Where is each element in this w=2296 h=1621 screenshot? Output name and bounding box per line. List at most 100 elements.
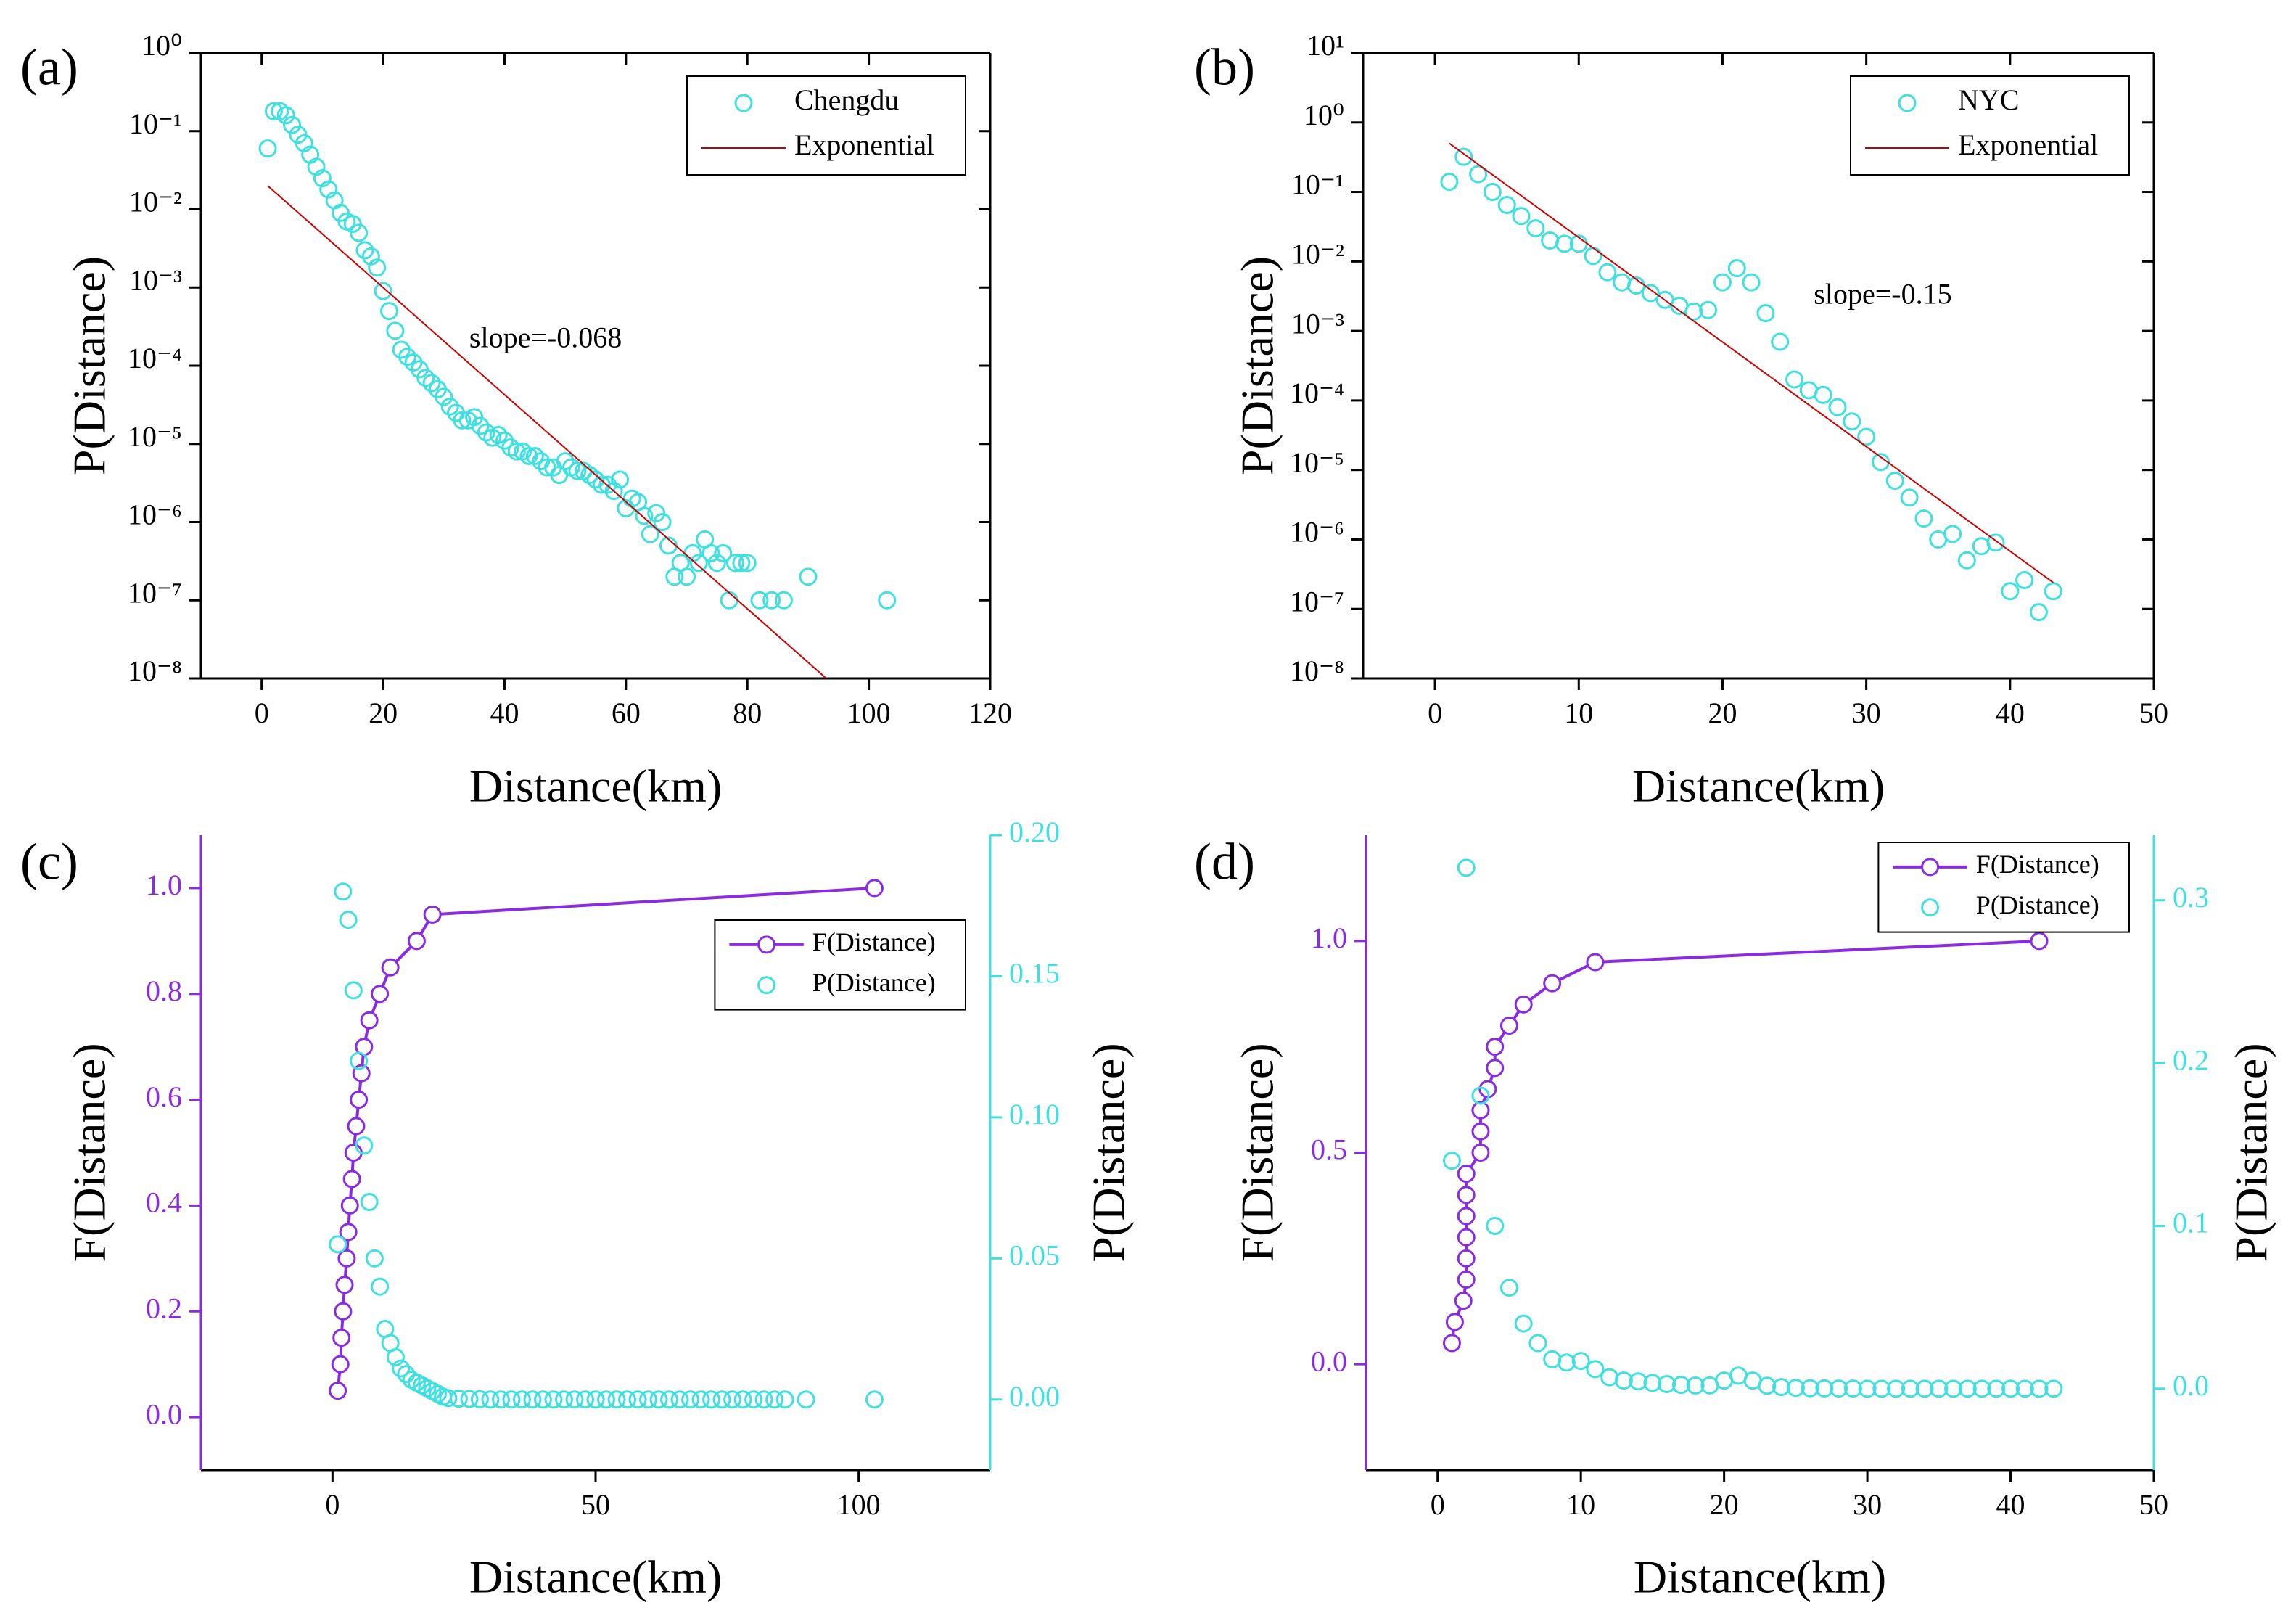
data-point [350,1051,369,1070]
data-point [1901,1379,1919,1398]
data-point [339,1223,358,1242]
data-point [1830,1379,1848,1398]
data-point [355,1136,374,1155]
y-axis-title: F(Distance) [64,1043,115,1262]
data-point [386,1347,405,1366]
data-point [331,1355,350,1374]
data-point [1486,1038,1505,1056]
data-point [386,321,405,340]
data-point [714,543,733,562]
data-point [1499,1017,1518,1035]
data-point [775,1390,794,1409]
data-point [343,215,362,234]
data-point [1457,1271,1476,1289]
y-tick-label: 10⁻¹ [129,107,182,140]
data-point [678,567,696,586]
y-tick-label: 10⁻⁴ [128,342,182,374]
data-point [762,591,781,610]
data-point [1457,1186,1476,1205]
data-point [597,1390,616,1409]
y-tick-label: 10⁻⁶ [128,498,182,531]
data-point [1857,427,1876,446]
data-point [342,1170,361,1189]
data-point [641,525,659,543]
data-point [586,470,605,489]
data-point [361,247,380,266]
data-point [1445,1313,1464,1331]
data-point [1814,385,1832,404]
data-point [628,1390,647,1409]
data-point [1442,1152,1461,1170]
panel-label: (d) [1194,833,1255,891]
data-point [720,591,738,610]
data-point [489,425,508,444]
data-point [1471,1122,1490,1141]
y2-axis-title: P(Distance) [1083,1043,1135,1262]
legend-marker [1921,858,1940,877]
data-point [1457,1165,1476,1183]
y2-tick-label: 0.1 [2173,1207,2209,1239]
y-tick-label: 0.0 [1311,1345,1347,1377]
data-point [733,1390,752,1409]
data-point [2001,1379,2020,1398]
legend-marker [757,976,776,995]
legend-box [1877,842,2130,933]
data-point [1900,488,1919,507]
data-point [481,1390,500,1409]
data-point [2030,1379,2049,1398]
data-point [2029,603,2048,622]
x-tick-label: 20 [1708,697,1737,729]
x-tick-label: 80 [733,697,762,729]
x-axis-title: Distance(km) [469,760,722,812]
y2-tick-label: 0.3 [2173,881,2209,914]
y-tick-label: 10¹ [1307,29,1344,62]
x-tick-label: 100 [837,1488,881,1521]
x-tick-label: 30 [1853,1488,1882,1521]
data-point [575,1390,594,1409]
data-point [379,302,398,321]
data-point [568,461,587,480]
data-point [1815,1379,1834,1398]
x-tick-label: 0 [1428,697,1442,729]
y-tick-label: 10⁻⁵ [128,420,182,453]
data-point [1571,1352,1590,1371]
data-point [799,567,818,586]
data-point [491,1390,510,1409]
data-point [1713,273,1732,292]
data-point [1486,1216,1505,1235]
data-point [347,1117,366,1136]
legend: NYC Exponential [1850,75,2130,176]
data-point [374,282,392,300]
data-point [797,1390,815,1409]
y2-tick-label: 0.00 [1009,1380,1060,1413]
data-point [435,387,453,406]
data-point [647,504,666,522]
data-point [2015,570,2034,589]
data-point [1486,1059,1505,1078]
data-point [586,1390,605,1409]
legend-box [714,919,967,1011]
data-point [439,1389,458,1408]
legend-box [1850,75,2130,176]
data-point [544,1390,563,1409]
x-tick-label: 40 [1996,697,2025,729]
data-point [607,1390,626,1409]
data-point [598,475,617,494]
data-point [565,1390,584,1409]
data-point [660,1390,679,1409]
y-tick-label: 10⁰ [141,29,182,62]
data-point [639,1390,658,1409]
data-point [1528,1334,1547,1353]
y-tick-label: 10⁻² [129,186,182,218]
legend-label: P(Distance) [812,968,936,997]
data-point [339,911,358,929]
y2-tick-label: 0.10 [1009,1098,1060,1130]
y-axis-title: P(Distance) [64,256,115,475]
y-tick-label: 10⁻³ [1291,307,1344,340]
data-point [1598,263,1617,282]
data-point [725,554,744,573]
panel: (d) 0 10 20 30 40 50 0.0 0.5 1.0 0.0 0.1 0.2 0.3 Dista… [1194,833,2277,1603]
data-point [691,1390,710,1409]
data-point [1872,1379,1891,1398]
data-point [1843,412,1861,431]
